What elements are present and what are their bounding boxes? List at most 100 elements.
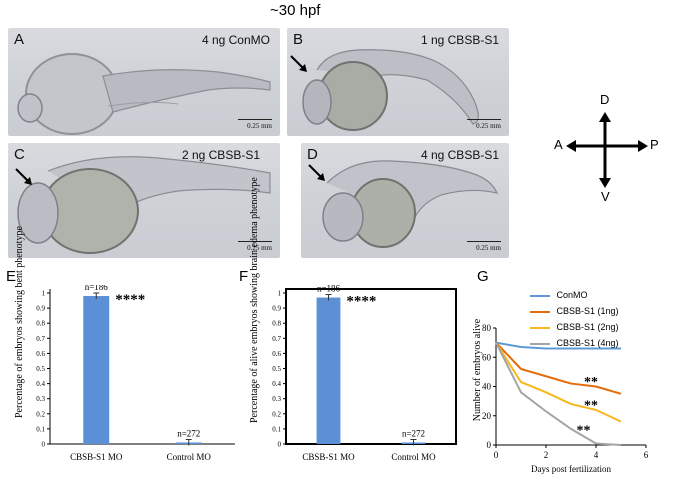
significance-label: ****	[115, 292, 145, 308]
scale-bar-c	[238, 241, 272, 242]
y-tick-label: 0.3	[272, 395, 281, 403]
sample-size-label: n=272	[177, 428, 200, 438]
y-tick-label: 0.7	[272, 335, 281, 343]
panel-condition-a: 4 ng ConMO	[201, 33, 270, 47]
scale-label-b: 0.25 mm	[476, 122, 501, 130]
y-tick-label: 40	[482, 382, 492, 392]
panel-letter-b: B	[293, 31, 304, 48]
x-category-label: Control MO	[391, 452, 436, 462]
legend-label-cbsb1: CBSB-S1 (1ng)	[556, 306, 619, 316]
scale-bar-a	[238, 119, 272, 120]
legend-label-conmo: ConMO	[556, 290, 588, 300]
embryo-image-d	[322, 160, 499, 248]
x-tick-label: 4	[594, 450, 599, 460]
y-tick-label: 0.8	[272, 320, 281, 328]
compass-anterior: A	[554, 137, 563, 152]
panel-condition-b: 1 ng CBSB-S1	[420, 33, 499, 47]
series-line	[495, 342, 622, 423]
significance-label: **	[577, 423, 591, 438]
panel-letter-c: C	[14, 146, 25, 163]
arrow-icon-c	[15, 168, 32, 185]
y-tick-label: 0.1	[272, 425, 281, 433]
chart-e-ylabel: Percentage of embryos showing bent pheno…	[14, 226, 25, 418]
y-tick-label: 0.6	[272, 350, 281, 358]
legend-label-cbsb2: CBSB-S1 (2ng)	[556, 322, 619, 332]
legend-item-cbsb1: CBSB-S1 (1ng)	[530, 306, 619, 316]
embryo-image-b	[302, 49, 479, 131]
significance-label: ****	[346, 294, 376, 310]
legend-swatch-conmo	[530, 294, 550, 297]
legend-swatch-cbsb2	[530, 326, 550, 329]
y-tick-label: 0.5	[36, 365, 45, 373]
panel-letter-d: D	[307, 146, 318, 163]
y-tick-label: 0.3	[36, 395, 45, 403]
y-tick-label: 0.4	[272, 380, 281, 388]
y-tick-label: 0	[278, 441, 282, 449]
legend-item-cbsb2: CBSB-S1 (2ng)	[530, 322, 619, 332]
legend-swatch-cbsb1	[530, 310, 550, 313]
y-tick-label: 0	[487, 440, 492, 450]
figure-title: ~30 hpf	[270, 2, 321, 19]
embryo-image-a	[17, 53, 271, 135]
series-line	[495, 341, 622, 395]
panel-condition-c: 2 ng CBSB-S1	[181, 148, 260, 162]
y-tick-label: 0.5	[272, 365, 281, 373]
x-category-label: CBSB-S1 MO	[70, 452, 123, 462]
legend-item-cbsb4: CBSB-S1 (4ng)	[530, 338, 619, 348]
panel-letter-a: A	[14, 31, 25, 48]
y-tick-label: 0.9	[272, 305, 281, 313]
scale-bar-b	[467, 119, 501, 120]
arrow-icon-b	[290, 55, 307, 72]
panel-letter-e: E	[6, 268, 17, 285]
legend-swatch-cbsb4	[530, 342, 550, 345]
legend-label-cbsb4: CBSB-S1 (4ng)	[556, 338, 619, 348]
series-line	[495, 341, 621, 350]
y-tick-label: 0.9	[36, 305, 45, 313]
orientation-compass-icon	[566, 112, 648, 188]
panel-condition-d: 4 ng CBSB-S1	[420, 148, 499, 162]
arrow-icon-d	[308, 164, 325, 181]
series-line	[495, 342, 622, 446]
photo-panel-c: C 2 ng CBSB-S1 0.25 mm	[8, 143, 280, 258]
y-tick-label: 0.4	[36, 380, 45, 388]
chart-frame	[285, 288, 457, 445]
bar	[83, 296, 110, 444]
scale-bar-d	[467, 241, 501, 242]
y-tick-label: 0.7	[36, 335, 45, 343]
embryo-image-c	[17, 156, 271, 254]
panel-letter-g: G	[477, 268, 489, 285]
bar	[316, 297, 341, 444]
scale-label-a: 0.25 mm	[247, 122, 272, 130]
scale-label-d: 0.25 mm	[476, 244, 501, 252]
scale-label-c: 0.25 mm	[247, 244, 272, 252]
compass-dorsal: D	[600, 92, 610, 107]
y-tick-label: 1	[42, 290, 46, 298]
y-tick-label: 20	[482, 411, 492, 421]
chart-f-ylabel: Percentage of alive embryos showing brai…	[249, 177, 260, 423]
y-tick-label: 60	[482, 352, 492, 362]
x-axis-label: Days post fertilization	[531, 464, 611, 474]
chart-e-bar-chart: 0 0.1 0.2 0.3 0.4 0.5 0.6 0.7 0.8 0.9 1 CBSB-S1 MO n…	[36, 285, 235, 462]
significance-label: **	[584, 375, 598, 390]
x-category-label: Control MO	[167, 452, 212, 462]
y-tick-label: 80	[482, 323, 492, 333]
x-tick-label: 2	[544, 450, 549, 460]
y-tick-label: 0.2	[272, 410, 281, 418]
y-tick-label: 0.1	[36, 425, 45, 433]
chart-g-line-chart: 0 20 40 60 80 0 2 4 6 Days post fertilization ** **…	[482, 323, 649, 474]
x-category-label: CBSB-S1 MO	[302, 452, 355, 462]
y-tick-label: 0.8	[36, 320, 45, 328]
compass-ventral: V	[601, 189, 610, 204]
photo-panel-b: B 1 ng CBSB-S1 0.25 mm	[287, 28, 509, 136]
sample-size-label: n=272	[402, 428, 425, 438]
y-tick-label: 0.2	[36, 410, 45, 418]
chart-g-legend: ConMO CBSB-S1 (1ng) CBSB-S1 (2ng) CBSB-S…	[530, 290, 690, 352]
chart-f-bar-chart: 0 0.1 0.2 0.3 0.4 0.5 0.6 0.7 0.8 0.9 1 CBSB-S1 MO n…	[272, 285, 457, 462]
sample-size-label: n=186	[317, 285, 341, 294]
compass-posterior: P	[650, 137, 659, 152]
photo-panel-a: A 4 ng ConMO 0.25 mm	[8, 28, 280, 136]
legend-item-conmo: ConMO	[530, 290, 588, 300]
y-tick-label: 1	[278, 290, 282, 298]
y-tick-label: 0.6	[36, 350, 45, 358]
significance-label: **	[584, 399, 598, 414]
